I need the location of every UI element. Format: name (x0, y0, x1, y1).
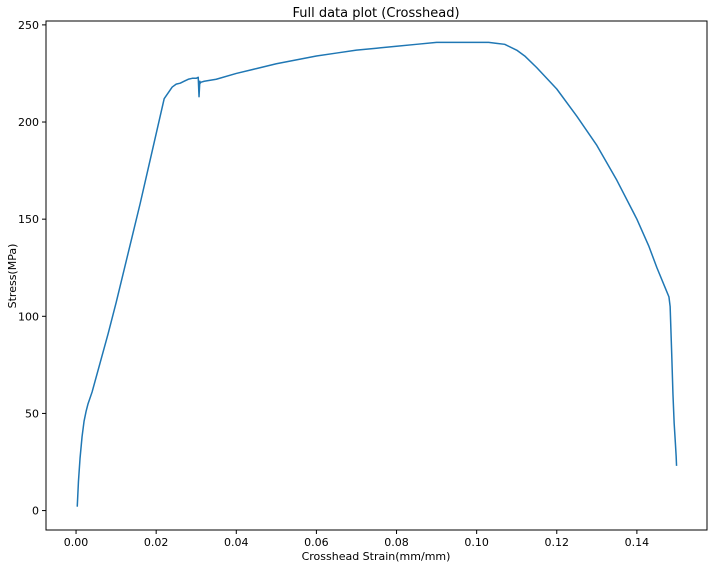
y-tick-label: 50 (25, 407, 39, 420)
x-axis-ticks: 0.00 0.02 0.04 0.06 0.08 0.10 0.12 0.14 (64, 530, 649, 549)
y-axis-ticks: 0 50 100 150 200 250 (18, 19, 46, 518)
stress-strain-line (76, 41, 678, 507)
x-tick-label: 0.12 (545, 536, 570, 549)
x-tick-label: 0.06 (304, 536, 329, 549)
y-tick-label: 250 (18, 19, 39, 32)
x-axis-label: Crosshead Strain(mm/mm) (302, 550, 451, 563)
chart-title: Full data plot (Crosshead) (292, 6, 459, 21)
y-tick-label: 200 (18, 116, 39, 129)
x-tick-label: 0.14 (625, 536, 650, 549)
y-tick-label: 150 (18, 213, 39, 226)
x-tick-label: 0.04 (224, 536, 249, 549)
y-axis-label: Stress(MPa) (6, 244, 19, 309)
plot-area-frame (45, 20, 708, 531)
x-tick-label: 0.08 (384, 536, 409, 549)
y-tick-label: 0 (32, 505, 39, 518)
x-tick-label: 0.10 (464, 536, 489, 549)
x-tick-label: 0.00 (64, 536, 89, 549)
x-tick-label: 0.02 (144, 536, 169, 549)
y-tick-label: 100 (18, 310, 39, 323)
